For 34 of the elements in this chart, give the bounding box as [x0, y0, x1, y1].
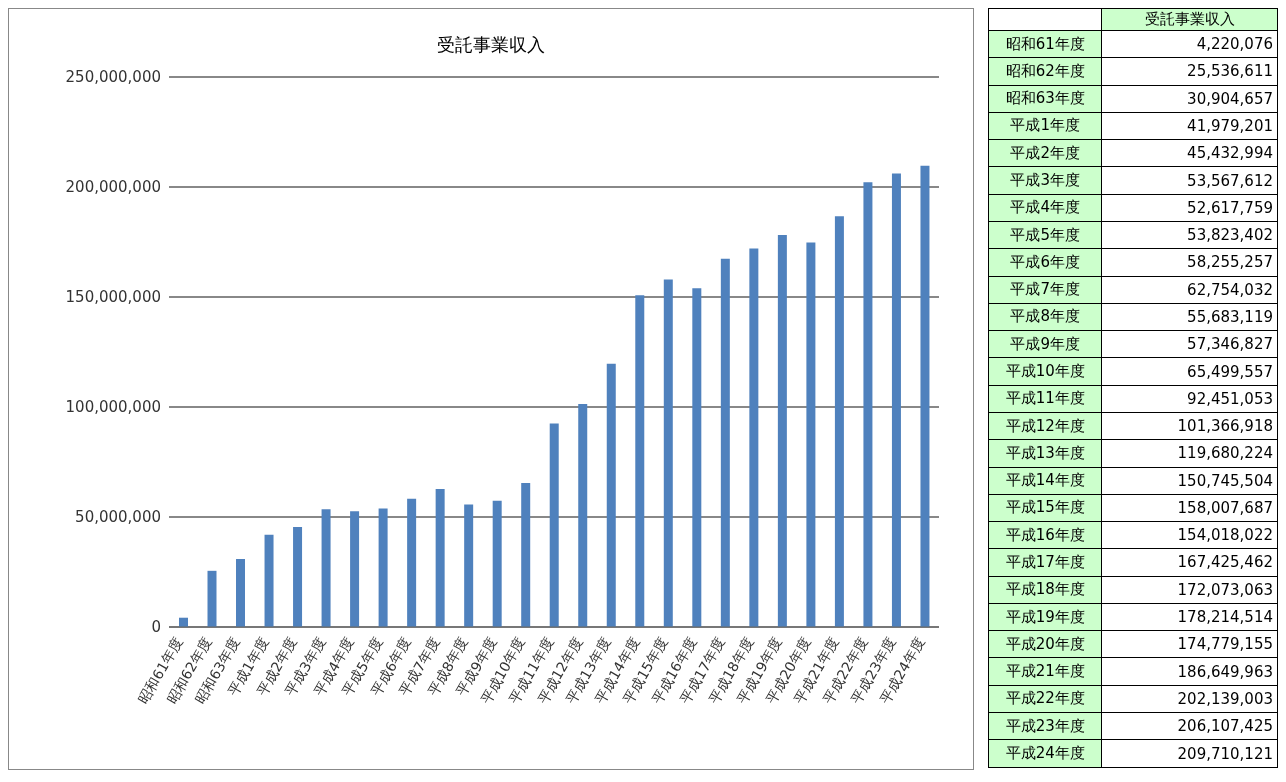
bar: [806, 242, 816, 627]
bar: [578, 403, 588, 627]
bar: [521, 482, 531, 627]
bar: [378, 508, 388, 627]
bar: [692, 288, 702, 627]
y-tick-label: 50,000,000: [75, 508, 161, 527]
bar: [920, 165, 930, 627]
bar: [321, 509, 331, 627]
bar: [407, 498, 417, 627]
bar: [720, 258, 730, 627]
y-tick-label: 200,000,000: [65, 178, 161, 197]
bar: [777, 234, 787, 627]
bar: [635, 295, 645, 627]
bar: [606, 363, 616, 627]
bar: [663, 279, 673, 627]
y-tick-label: 150,000,000: [65, 288, 161, 307]
bar: [207, 570, 217, 627]
bar: [350, 511, 360, 627]
bar: [549, 423, 559, 627]
bar: [863, 182, 873, 627]
bar: [464, 504, 474, 627]
y-tick-label: 0: [151, 618, 161, 637]
value-table: 受託事業収入 昭和61年度 4,220,076 昭和62年度 25,536,611 昭和63年度 30,904,657 平成1年度 41,979,201 平成2年度 45,432,994 平成3年度 53,567,612 平成4年度 52,617,759 平成5年度 53,823,402 平成6年度 58,255,257 平成7年度 62,754,032 平成8年度 55,683,119 平成9年度 57,346,827 平成10年度 65,499,557 平成11年度 92,451,053 平成12年度 101,366,918 平成13年度 119,680,224 平成14年度 150,745,504 平成15年度 158,007,687 平成16年度 154,018,022 平成17年度 167,425,462 平成18年度 172,073,063 平成19年度 178,214,514 平成20年度 174,779,155 平成21年度 186,649,963 平成22年度 202,139,003 平成23年度 206,107,425 平成24年度 209,710,121: [988, 8, 1278, 768]
bar: [435, 488, 445, 627]
bar: [236, 559, 246, 627]
y-tick-label: 250,000,000: [65, 68, 161, 87]
bar: [834, 216, 844, 627]
bar: [749, 248, 759, 627]
y-tick-label: 100,000,000: [65, 398, 161, 417]
bar: [891, 173, 901, 627]
chart-title: 受託事業収入: [436, 33, 547, 57]
bar: [293, 527, 303, 627]
bar: [264, 534, 274, 627]
bar: [492, 500, 502, 627]
